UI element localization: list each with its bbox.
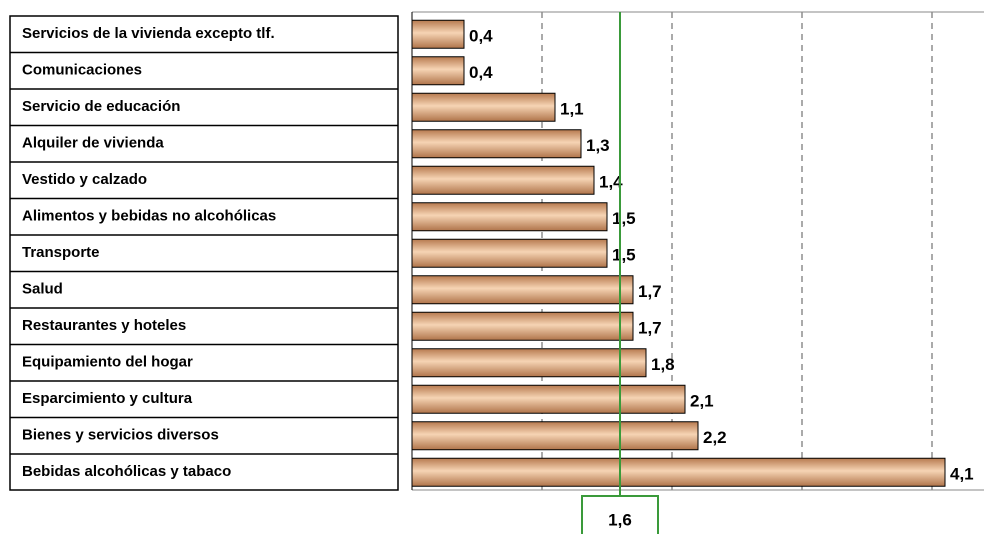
category-label: Transporte — [22, 244, 100, 261]
category-label: Equipamiento del hogar — [22, 354, 193, 371]
category-label: Vestido y calzado — [22, 171, 147, 188]
bar — [411, 129, 582, 159]
category-label: Servicios de la vivienda excepto tlf. — [22, 25, 275, 42]
bar — [411, 56, 465, 86]
value-label: 1,5 — [612, 209, 636, 228]
bar — [411, 421, 699, 451]
value-label: 1,5 — [612, 246, 636, 265]
bar — [411, 384, 686, 414]
value-label: 0,4 — [469, 27, 493, 46]
bar — [411, 92, 556, 122]
value-label: 1,4 — [599, 173, 623, 192]
category-label: Alimentos y bebidas no alcohólicas — [22, 208, 276, 225]
bar — [411, 238, 608, 268]
category-label: Salud — [22, 281, 63, 298]
bar — [411, 19, 465, 49]
value-label: 1,7 — [638, 319, 662, 338]
category-label: Restaurantes y hoteles — [22, 317, 186, 334]
category-label: Esparcimiento y cultura — [22, 390, 193, 407]
reference-box — [581, 495, 659, 534]
value-label: 1,7 — [638, 282, 662, 301]
bar — [411, 165, 595, 195]
category-label: Servicio de educación — [22, 98, 180, 115]
bar — [411, 348, 647, 378]
value-label: 1,3 — [586, 136, 610, 155]
reference-label: 1,6 — [608, 510, 632, 529]
value-label: 1,1 — [560, 100, 584, 119]
value-label: 1,8 — [651, 355, 675, 374]
value-label: 0,4 — [469, 63, 493, 82]
category-label: Comunicaciones — [22, 62, 142, 79]
category-label: Bebidas alcohólicas y tabaco — [22, 463, 231, 480]
label-panel — [9, 15, 399, 491]
bar — [411, 457, 946, 487]
value-label: 4,1 — [950, 465, 974, 484]
value-label: 2,1 — [690, 392, 714, 411]
category-label: Alquiler de vivienda — [22, 135, 164, 152]
category-label: Bienes y servicios diversos — [22, 427, 219, 444]
bar — [411, 202, 608, 232]
value-label: 2,2 — [703, 428, 727, 447]
bar — [411, 311, 634, 341]
bar — [411, 275, 634, 305]
